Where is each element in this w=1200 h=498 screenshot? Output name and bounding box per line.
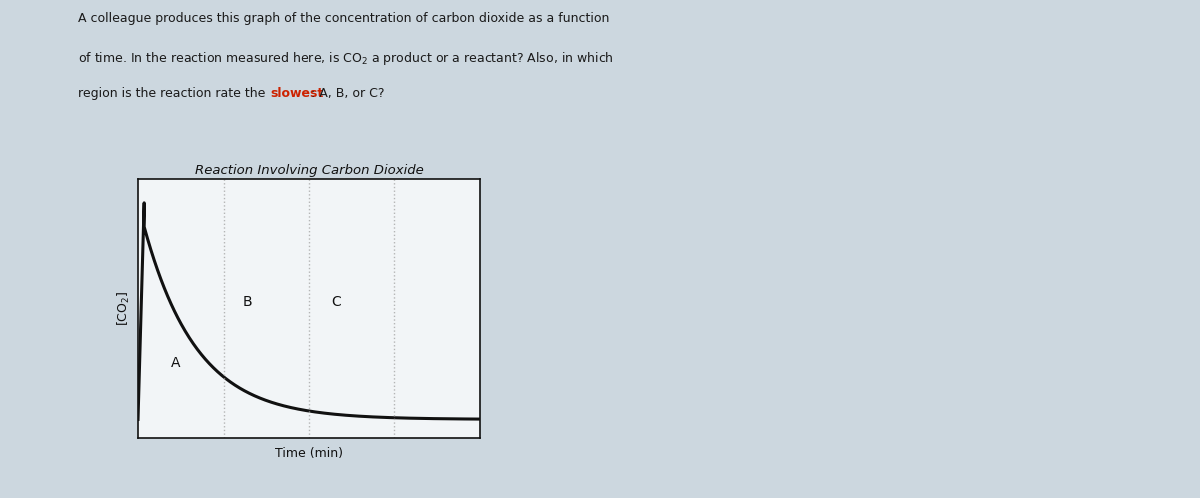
Text: A: A [170, 356, 180, 370]
Text: slowest: slowest [270, 87, 323, 100]
X-axis label: Time (min): Time (min) [275, 447, 343, 460]
Text: region is the reaction rate the: region is the reaction rate the [78, 87, 269, 100]
Text: B: B [242, 295, 252, 309]
Title: Reaction Involving Carbon Dioxide: Reaction Involving Carbon Dioxide [194, 164, 424, 177]
Text: C: C [331, 295, 341, 309]
Y-axis label: $\mathrm{[CO_2]}$: $\mathrm{[CO_2]}$ [116, 291, 132, 326]
Text: A colleague produces this graph of the concentration of carbon dioxide as a func: A colleague produces this graph of the c… [78, 12, 610, 25]
Text: of time. In the reaction measured here, is CO$_2$ a product or a reactant? Also,: of time. In the reaction measured here, … [78, 50, 613, 67]
Text: : A, B, or C?: : A, B, or C? [311, 87, 384, 100]
